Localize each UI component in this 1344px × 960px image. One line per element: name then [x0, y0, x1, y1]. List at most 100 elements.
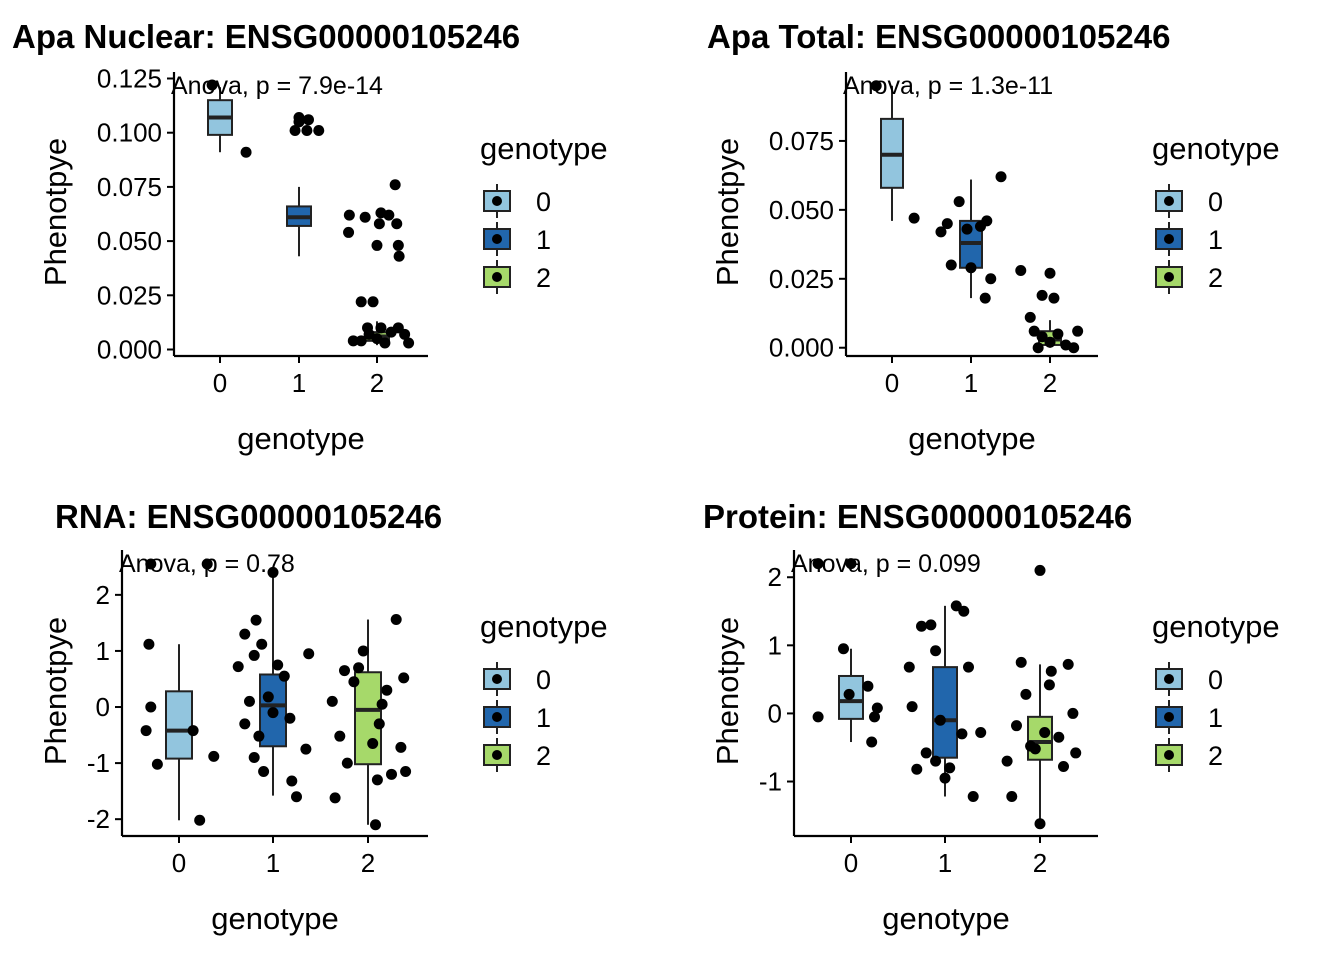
data-point: [837, 643, 849, 655]
data-point: [945, 259, 957, 271]
legend-title: genotype: [480, 131, 608, 166]
data-point: [355, 335, 367, 347]
data-point: [920, 747, 932, 759]
data-point: [975, 726, 987, 738]
data-point: [1070, 747, 1082, 759]
data-point: [930, 645, 942, 657]
x-tick-label: 2: [1043, 368, 1057, 398]
y-tick-label: 0.000: [769, 333, 834, 363]
x-tick-label: 0: [844, 848, 858, 878]
x-tick-label: 1: [266, 848, 280, 878]
data-point: [267, 707, 279, 719]
data-point: [1044, 267, 1056, 279]
legend-key-1: [483, 700, 511, 734]
x-tick-label: 0: [172, 848, 186, 878]
data-point: [930, 755, 942, 767]
data-point: [367, 737, 379, 749]
legend-label: 1: [1208, 703, 1223, 733]
legend-key-point: [492, 272, 502, 282]
x-tick-label: 2: [361, 848, 375, 878]
legend-key-point: [492, 712, 502, 722]
data-point: [965, 262, 977, 274]
data-point: [284, 712, 296, 724]
data-point: [1029, 743, 1041, 755]
legend-key-0: [483, 184, 511, 218]
data-point: [958, 605, 970, 617]
data-point: [248, 751, 260, 763]
data-point: [871, 702, 883, 714]
data-point: [206, 79, 218, 91]
data-point: [267, 566, 279, 578]
data-point: [239, 718, 251, 730]
anova-annotation: Anova, p = 0.78: [119, 550, 295, 578]
chart-title: Apa Total: ENSG00000105246: [707, 18, 1170, 55]
data-point: [302, 114, 314, 126]
data-point: [194, 814, 206, 826]
data-point: [911, 763, 923, 775]
data-point: [143, 638, 155, 650]
data-point: [1062, 658, 1074, 670]
data-point: [963, 661, 974, 673]
chart-title: Apa Nuclear: ENSG00000105246: [12, 18, 520, 55]
data-point: [1068, 342, 1080, 354]
data-point: [272, 659, 284, 671]
anova-annotation: Anova, p = 1.3e-11: [843, 72, 1053, 100]
data-point: [187, 725, 199, 737]
y-tick-label: 0.075: [769, 126, 834, 156]
data-point: [403, 337, 415, 349]
data-point: [981, 215, 993, 227]
data-point: [373, 718, 385, 730]
x-axis-label: genotype: [882, 901, 1010, 936]
data-point: [399, 328, 411, 340]
data-point: [386, 768, 397, 780]
box-1: [932, 666, 958, 759]
data-point: [357, 645, 369, 657]
data-point: [906, 701, 918, 713]
legend-label: 1: [536, 703, 551, 733]
data-point: [300, 743, 312, 755]
data-point: [1006, 791, 1018, 803]
legend-label: 0: [536, 187, 551, 217]
data-point: [393, 250, 405, 262]
data-point: [353, 662, 365, 674]
data-point: [258, 766, 270, 778]
data-point: [371, 239, 383, 251]
data-point: [961, 223, 973, 235]
y-tick-label: -2: [87, 804, 110, 834]
data-point: [362, 322, 374, 334]
data-point: [278, 670, 290, 682]
legend-key-point: [492, 234, 502, 244]
legend-key-2: [483, 260, 511, 294]
legend: genotype 0 1 2: [1152, 131, 1280, 294]
y-tick-label: 0.025: [769, 264, 834, 294]
data-point: [367, 296, 379, 308]
data-point: [390, 614, 402, 626]
y-tick-label: 0: [96, 692, 110, 722]
legend-key-0: [1155, 662, 1183, 696]
x-tick-label: 2: [370, 368, 384, 398]
data-point: [301, 125, 313, 137]
legend-title: genotype: [1152, 131, 1280, 166]
x-tick-label: 0: [213, 368, 227, 398]
data-point: [244, 695, 255, 707]
legend-label: 2: [1208, 263, 1223, 293]
data-point: [329, 792, 341, 804]
legend-label: 2: [1208, 741, 1223, 771]
data-point: [1052, 328, 1064, 340]
data-point: [1039, 726, 1051, 738]
data-point: [289, 125, 301, 137]
data-point: [1020, 688, 1032, 700]
data-point: [1043, 679, 1055, 691]
y-tick-label: 0.125: [97, 64, 162, 94]
data-point: [201, 558, 213, 570]
data-point: [843, 688, 855, 700]
legend-title: genotype: [480, 609, 608, 644]
y-axis-label: Phenotpye: [710, 138, 745, 286]
x-axis-label: genotype: [211, 901, 339, 936]
data-point: [1011, 720, 1022, 732]
data-point: [375, 322, 387, 334]
data-point: [286, 775, 298, 787]
y-tick-label: 2: [768, 562, 782, 592]
data-point: [392, 239, 404, 251]
